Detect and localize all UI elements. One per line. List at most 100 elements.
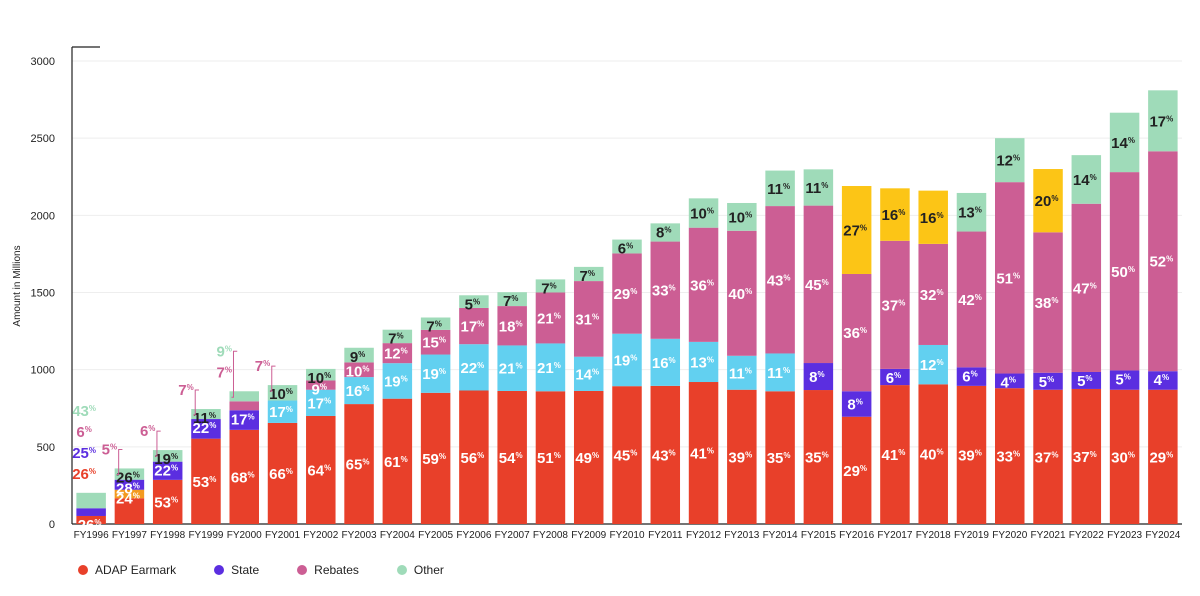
bar-segment [267,422,298,524]
segment-label: 11% [193,410,216,427]
segment-label: 28% [116,481,140,498]
segment-label: 37% [1035,449,1059,466]
segment-label: 61% [384,454,408,471]
bar-segment [229,401,259,411]
x-tick-label: FY2012 [686,530,721,541]
segment-label: 10% [690,206,714,223]
segment-label: 56% [460,450,484,467]
segment-label: 7% [579,268,594,285]
legend: ADAP Earmark State Rebates Other [78,563,482,577]
bar-segment [650,241,681,339]
x-tick-label: FY2013 [724,530,759,541]
legend-label: State [231,563,260,577]
segment-label: 9% [350,349,365,366]
segment-label: 14% [1111,135,1135,152]
bar-segment [535,279,566,293]
bar-segment [918,243,948,345]
bar-segment [880,368,910,386]
segment-label: 26% [78,517,102,534]
bar-segment [152,479,183,524]
segment-label: 59% [422,451,446,468]
bar-segment [344,404,374,524]
x-tick-label: FY2021 [1031,530,1066,541]
bar-segment [1109,370,1140,390]
bar-segment [956,192,987,232]
segment-label: 13% [958,205,982,222]
bar-segment [803,205,834,364]
segment-label: 15% [422,335,446,352]
bar-segment [229,391,259,402]
bar-segment [573,281,604,357]
bar-segment [803,363,834,391]
callout-bracket [193,389,199,416]
x-axis: FY1996 FY1997 FY1998 FY1999 FY2000 FY2001 FY20… [74,530,1181,541]
bar-segment [841,416,872,524]
segment-label: 18% [499,318,523,335]
bar-segment [573,266,604,282]
segment-labels: 26% 53% 53% 68% 66% 64% 65% 61% 59% 56% 54% 51% 49% 4… [78,113,1174,534]
bar-segment [459,344,489,391]
segment-label: 17% [1149,113,1173,130]
segment-label: 52% [1149,254,1173,271]
segment-label: 47% [1073,280,1097,297]
bar-segment [497,306,527,346]
x-tick-label: FY2005 [418,530,453,541]
bar-segment [1071,203,1102,372]
x-tick-label: FY2016 [839,530,874,541]
segment-label: 10% [307,370,331,387]
segment-label: 22% [460,360,484,377]
bar-segment [1148,389,1178,524]
segment-label: 16% [882,207,906,224]
segment-label: 38% [1035,295,1059,312]
bar-segment [803,169,834,206]
x-tick-label: FY2018 [916,530,951,541]
bar-segment [229,410,259,430]
bar-segment [1033,372,1063,390]
y-tick-label: 1500 [31,288,55,300]
segment-label: 42% [958,292,982,309]
bar-segment [152,461,183,480]
bar-segment [727,202,757,231]
bar-segment [995,373,1025,389]
y-tick-label: 1000 [31,365,55,377]
segment-label: 4% [1001,375,1016,392]
segment-label: 54% [499,450,523,467]
bar-segment [765,353,795,392]
segment-label: 16% [346,383,370,400]
bar-segment [1033,169,1063,233]
segment-label: 29% [1149,449,1173,466]
segment-label: 43% [767,272,791,289]
y-tick-label: 3000 [31,56,55,68]
segment-label: 17% [231,411,255,428]
y-axis-label: Amount in Millions [12,245,23,326]
bar-segment [995,138,1025,183]
segment-label: 36% [843,325,867,342]
bar-segment [267,400,298,423]
segment-label: 12% [384,346,408,363]
y-tick-label: 0 [49,519,55,531]
bar-segment [956,367,987,386]
x-tick-label: FY2020 [992,530,1027,541]
segment-label: 45% [614,448,638,465]
segment-label: 40% [920,447,944,464]
bar-segment [650,338,681,386]
segment-label: 7% [503,293,518,310]
segment-label: 10% [728,209,752,226]
segment-label: 41% [690,446,714,463]
segment-label: 45% [805,277,829,294]
bar-segment [880,385,910,524]
y-tick-label: 500 [37,442,55,454]
segment-label: 27% [843,222,867,239]
x-tick-label: FY2017 [877,530,912,541]
x-tick-label: FY2009 [571,530,606,541]
bar-segment [344,377,374,405]
segment-label: 21% [537,310,561,327]
bar-segment [650,385,681,524]
callout-label: 7% [255,358,270,375]
bar-segment [1071,155,1102,204]
bar-segment [114,498,145,524]
bar-segment [1109,389,1140,524]
bar-segment [306,389,336,416]
segment-label: 11% [767,181,790,198]
segment-label: 36% [690,277,714,294]
